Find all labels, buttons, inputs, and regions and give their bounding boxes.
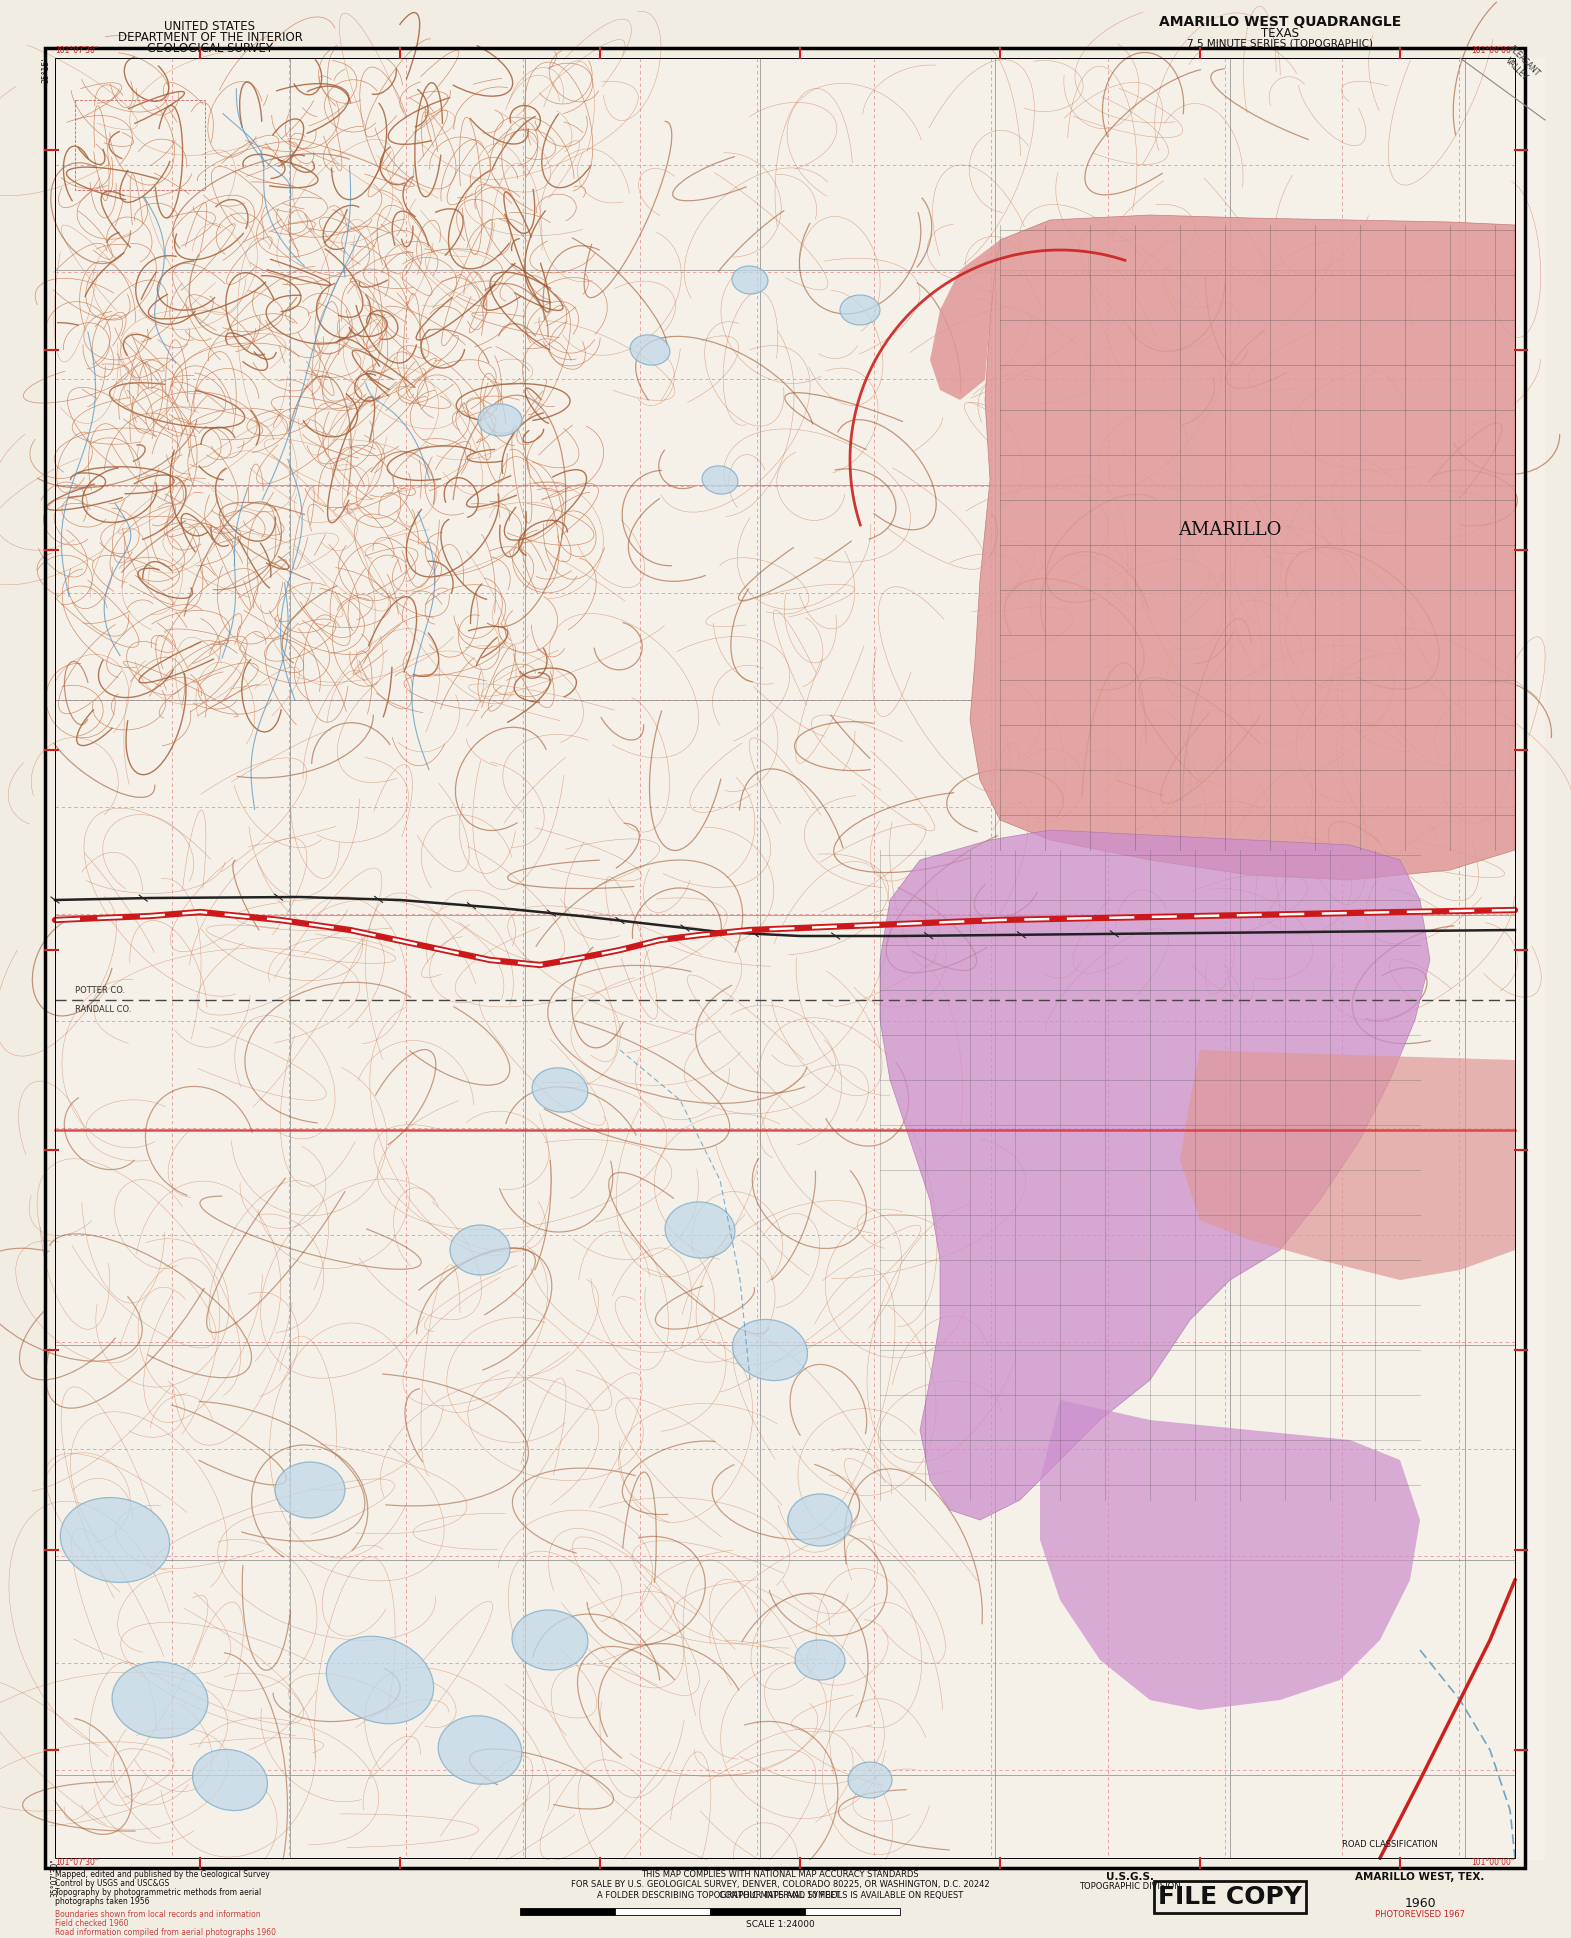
Text: 1960: 1960: [1404, 1897, 1436, 1911]
Text: PLEASANT
VALLEY: PLEASANT VALLEY: [1499, 45, 1541, 85]
Polygon shape: [1180, 1050, 1514, 1279]
Bar: [75, 101, 204, 190]
Ellipse shape: [795, 1640, 845, 1680]
Ellipse shape: [193, 1750, 267, 1810]
Text: Topography by photogrammetric methods from aerial: Topography by photogrammetric methods fr…: [55, 1888, 261, 1897]
Text: 7.5 MINUTE SERIES (TOPOGRAPHIC): 7.5 MINUTE SERIES (TOPOGRAPHIC): [1188, 39, 1373, 48]
Text: U.S.G.S.: U.S.G.S.: [1106, 1872, 1155, 1882]
Text: A FOLDER DESCRIBING TOPOGRAPHIC MAPS AND SYMBOLS IS AVAILABLE ON REQUEST: A FOLDER DESCRIBING TOPOGRAPHIC MAPS AND…: [597, 1891, 963, 1899]
Text: Boundaries shown from local records and information: Boundaries shown from local records and …: [55, 1911, 261, 1919]
Ellipse shape: [732, 1320, 807, 1380]
Ellipse shape: [275, 1461, 346, 1517]
Text: 101°00'00": 101°00'00": [1472, 47, 1514, 54]
Text: AMARILLO WEST, TEX.: AMARILLO WEST, TEX.: [1356, 1872, 1485, 1882]
Bar: [46, 1860, 1525, 1938]
Text: UNITED STATES: UNITED STATES: [165, 19, 256, 33]
Text: Control by USGS and USC&GS: Control by USGS and USC&GS: [55, 1880, 170, 1888]
Ellipse shape: [449, 1225, 511, 1275]
Ellipse shape: [630, 335, 669, 364]
Text: FOR SALE BY U.S. GEOLOGICAL SURVEY, DENVER, COLORADO 80225, OR WASHINGTON, D.C. : FOR SALE BY U.S. GEOLOGICAL SURVEY, DENV…: [570, 1880, 990, 1890]
Text: POTTER CO.: POTTER CO.: [75, 986, 126, 994]
Text: FILE COPY: FILE COPY: [1158, 1886, 1302, 1909]
Ellipse shape: [438, 1715, 522, 1785]
Ellipse shape: [665, 1202, 735, 1258]
Text: AMARILLO WEST QUADRANGLE: AMARILLO WEST QUADRANGLE: [1159, 16, 1401, 29]
Text: PHOTOREVISED 1967: PHOTOREVISED 1967: [1375, 1911, 1466, 1919]
Ellipse shape: [512, 1610, 588, 1671]
Polygon shape: [880, 829, 1430, 1519]
Text: 101°00'00": 101°00'00": [1472, 1859, 1514, 1866]
Text: DEPARTMENT OF THE INTERIOR: DEPARTMENT OF THE INTERIOR: [118, 31, 303, 45]
Bar: [804, 1909, 900, 1915]
Ellipse shape: [840, 295, 880, 326]
Text: ROAD CLASSIFICATION: ROAD CLASSIFICATION: [1342, 1839, 1437, 1849]
Text: 35°07'30": 35°07'30": [50, 1859, 60, 1897]
Ellipse shape: [789, 1494, 851, 1547]
Text: THIS MAP COMPLIES WITH NATIONAL MAP ACCURACY STANDARDS: THIS MAP COMPLIES WITH NATIONAL MAP ACCU…: [641, 1870, 919, 1880]
Text: CONTOUR INTERVAL 10 FEET: CONTOUR INTERVAL 10 FEET: [720, 1891, 840, 1899]
Text: GEOLOGICAL SURVEY: GEOLOGICAL SURVEY: [148, 43, 273, 54]
Text: TOPOGRAPHIC DIVISION: TOPOGRAPHIC DIVISION: [1079, 1882, 1181, 1891]
Ellipse shape: [533, 1068, 588, 1112]
Ellipse shape: [327, 1636, 434, 1723]
Text: 101°07'30": 101°07'30": [55, 47, 99, 54]
Text: AMARILLO: AMARILLO: [1178, 521, 1282, 539]
Text: SCALE 1:24000: SCALE 1:24000: [746, 1921, 814, 1928]
Ellipse shape: [732, 266, 768, 295]
Text: TEXAS: TEXAS: [1262, 27, 1299, 41]
Text: 35°15': 35°15': [41, 58, 50, 83]
Bar: [710, 1909, 804, 1915]
Polygon shape: [969, 215, 1514, 880]
Ellipse shape: [478, 403, 522, 436]
Polygon shape: [1040, 1399, 1420, 1709]
Ellipse shape: [112, 1663, 207, 1738]
Bar: [614, 1909, 710, 1915]
Text: Field checked 1960: Field checked 1960: [55, 1919, 129, 1928]
Text: RANDALL CO.: RANDALL CO.: [75, 1006, 132, 1014]
Text: Road information compiled from aerial photographs 1960: Road information compiled from aerial ph…: [55, 1928, 276, 1936]
Ellipse shape: [702, 465, 738, 494]
Bar: [520, 1909, 614, 1915]
Polygon shape: [930, 240, 1001, 399]
Text: photographs taken 1956: photographs taken 1956: [55, 1897, 149, 1905]
Ellipse shape: [848, 1762, 892, 1798]
Text: Mapped, edited and published by the Geological Survey: Mapped, edited and published by the Geol…: [55, 1870, 270, 1880]
Ellipse shape: [60, 1498, 170, 1583]
Text: 101°07'30": 101°07'30": [55, 1859, 99, 1866]
